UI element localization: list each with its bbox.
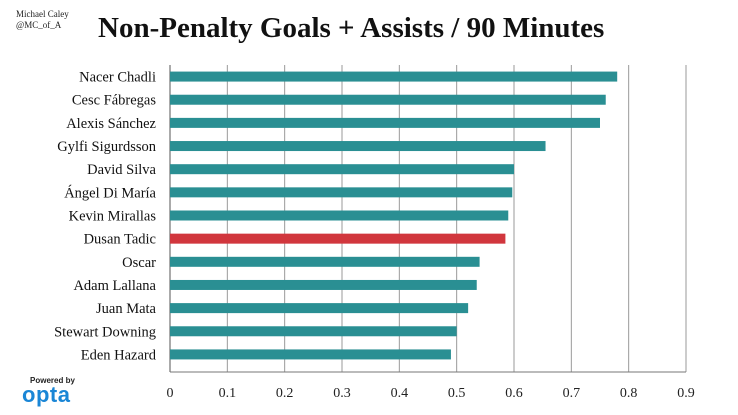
bar <box>170 349 451 360</box>
x-tick-label: 0.8 <box>620 386 638 401</box>
category-label: Dusan Tadic <box>84 232 156 248</box>
powered-by-label: Powered by <box>30 376 75 385</box>
bar <box>170 256 480 267</box>
category-label: Alexis Sánchez <box>66 116 156 132</box>
bar <box>170 233 506 244</box>
category-label: David Silva <box>87 162 156 178</box>
bar <box>170 164 514 175</box>
bar <box>170 71 618 82</box>
opta-wordmark: opta <box>22 382 71 407</box>
category-label: Stewart Downing <box>54 324 156 340</box>
chart-title: Non-Penalty Goals + Assists / 90 Minutes <box>98 12 605 44</box>
category-label: Juan Mata <box>96 301 157 317</box>
category-label: Eden Hazard <box>81 347 157 363</box>
category-label: Cesc Fábregas <box>72 93 157 109</box>
bar <box>170 303 469 314</box>
x-tick-label: 0.1 <box>219 386 237 401</box>
author-handle: @MC_of_A <box>16 20 62 30</box>
bar <box>170 279 477 290</box>
bar <box>170 141 546 152</box>
x-tick-label: 0.6 <box>505 386 523 401</box>
author-credit: Michael Caley @MC_of_A <box>16 9 69 31</box>
x-tick-label: 0.4 <box>391 386 409 401</box>
bar <box>170 117 600 128</box>
x-tick-label: 0.5 <box>448 386 466 401</box>
bar <box>170 210 509 221</box>
author-name: Michael Caley <box>16 9 69 19</box>
category-label: Adam Lallana <box>73 278 156 294</box>
x-tick-label: 0.3 <box>333 386 351 401</box>
opta-logo: Powered by opta <box>22 376 75 407</box>
bar <box>170 94 606 105</box>
category-label: Kevin Mirallas <box>69 209 157 225</box>
x-tick-label: 0 <box>167 386 174 401</box>
x-tick-label: 0.9 <box>677 386 695 401</box>
bar <box>170 187 513 198</box>
category-label: Gylfi Sigurdsson <box>57 139 156 155</box>
x-tick-label: 0.2 <box>276 386 294 401</box>
bar <box>170 326 457 337</box>
category-label: Ángel Di María <box>64 184 156 201</box>
x-tick-label: 0.7 <box>563 386 581 401</box>
category-label: Oscar <box>122 255 156 271</box>
category-label: Nacer Chadli <box>79 70 156 86</box>
